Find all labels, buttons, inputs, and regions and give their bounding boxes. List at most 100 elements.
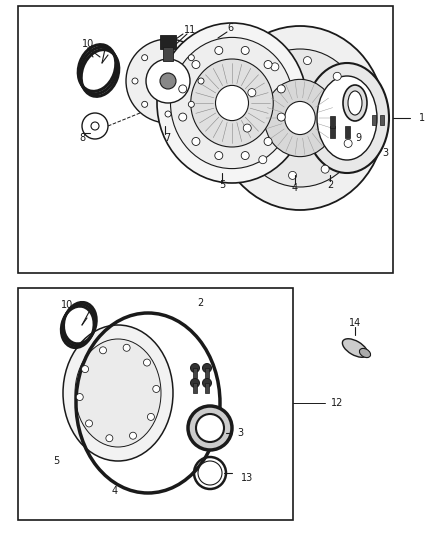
Circle shape xyxy=(123,344,130,351)
Circle shape xyxy=(141,55,148,61)
Text: 9: 9 xyxy=(355,133,361,143)
Circle shape xyxy=(153,385,160,392)
Ellipse shape xyxy=(215,26,385,210)
Circle shape xyxy=(179,113,187,121)
Text: 1: 1 xyxy=(419,113,425,123)
Bar xyxy=(205,383,209,393)
Text: 2: 2 xyxy=(197,298,203,308)
Bar xyxy=(163,47,173,61)
Bar xyxy=(330,126,335,138)
Circle shape xyxy=(198,78,204,84)
Ellipse shape xyxy=(317,76,377,160)
Circle shape xyxy=(99,347,106,354)
Circle shape xyxy=(165,111,171,117)
Bar xyxy=(345,126,350,138)
Circle shape xyxy=(264,61,272,69)
Circle shape xyxy=(148,414,155,421)
Circle shape xyxy=(215,151,223,159)
Ellipse shape xyxy=(305,63,389,173)
Circle shape xyxy=(243,124,251,132)
Ellipse shape xyxy=(63,325,173,461)
Circle shape xyxy=(304,56,311,64)
Circle shape xyxy=(321,165,329,173)
Circle shape xyxy=(241,151,249,159)
Ellipse shape xyxy=(126,39,210,123)
Text: 6: 6 xyxy=(227,23,233,33)
Text: 4: 4 xyxy=(292,183,298,193)
Circle shape xyxy=(188,55,194,61)
Circle shape xyxy=(264,138,272,146)
Circle shape xyxy=(76,393,83,400)
Circle shape xyxy=(191,364,199,373)
Circle shape xyxy=(215,46,223,54)
Ellipse shape xyxy=(348,91,362,115)
Text: 8: 8 xyxy=(79,133,85,143)
Bar xyxy=(18,288,293,520)
Circle shape xyxy=(202,364,212,373)
Ellipse shape xyxy=(215,85,248,120)
Circle shape xyxy=(132,78,138,84)
Text: 12: 12 xyxy=(331,398,343,408)
Ellipse shape xyxy=(157,23,307,183)
Text: 5: 5 xyxy=(53,456,59,466)
Circle shape xyxy=(82,113,108,139)
Bar xyxy=(372,115,376,125)
Circle shape xyxy=(106,435,113,442)
Text: 10: 10 xyxy=(82,39,94,49)
Circle shape xyxy=(289,172,297,180)
Ellipse shape xyxy=(264,79,336,157)
Circle shape xyxy=(344,140,352,148)
Ellipse shape xyxy=(343,339,367,357)
Ellipse shape xyxy=(170,37,293,168)
Circle shape xyxy=(241,46,249,54)
Text: 11: 11 xyxy=(184,25,196,35)
Ellipse shape xyxy=(236,49,364,187)
Text: 3: 3 xyxy=(237,428,243,438)
Circle shape xyxy=(191,378,199,387)
Circle shape xyxy=(141,101,148,107)
Text: 13: 13 xyxy=(241,473,253,483)
Ellipse shape xyxy=(360,349,371,358)
Text: 7: 7 xyxy=(164,133,170,143)
Ellipse shape xyxy=(196,414,224,442)
Circle shape xyxy=(248,88,256,96)
Ellipse shape xyxy=(343,85,367,121)
Bar xyxy=(18,6,393,273)
Circle shape xyxy=(349,104,357,112)
Text: 10: 10 xyxy=(61,300,73,310)
Text: 3: 3 xyxy=(382,148,388,158)
Text: 4: 4 xyxy=(112,486,118,496)
Circle shape xyxy=(259,156,267,164)
Circle shape xyxy=(271,63,279,71)
Ellipse shape xyxy=(191,59,273,147)
Circle shape xyxy=(165,45,171,51)
Bar xyxy=(160,35,176,49)
Circle shape xyxy=(144,359,151,366)
Circle shape xyxy=(202,378,212,387)
Ellipse shape xyxy=(188,406,232,450)
Bar xyxy=(380,115,384,125)
Circle shape xyxy=(179,85,187,93)
Circle shape xyxy=(192,138,200,146)
Ellipse shape xyxy=(160,73,176,89)
Circle shape xyxy=(192,61,200,69)
Circle shape xyxy=(277,113,285,121)
Bar xyxy=(330,116,335,128)
Circle shape xyxy=(277,85,285,93)
Ellipse shape xyxy=(75,339,161,447)
Circle shape xyxy=(198,461,222,485)
Bar xyxy=(193,383,197,393)
Text: 5: 5 xyxy=(219,180,225,190)
Circle shape xyxy=(85,420,92,427)
Ellipse shape xyxy=(146,59,190,103)
Ellipse shape xyxy=(285,101,315,134)
Circle shape xyxy=(91,122,99,130)
Circle shape xyxy=(333,72,341,80)
Circle shape xyxy=(130,432,137,439)
Circle shape xyxy=(81,366,88,373)
Circle shape xyxy=(188,101,194,107)
Text: 2: 2 xyxy=(327,180,333,190)
Bar xyxy=(205,368,209,378)
Text: 14: 14 xyxy=(349,318,361,328)
Bar xyxy=(193,368,197,378)
